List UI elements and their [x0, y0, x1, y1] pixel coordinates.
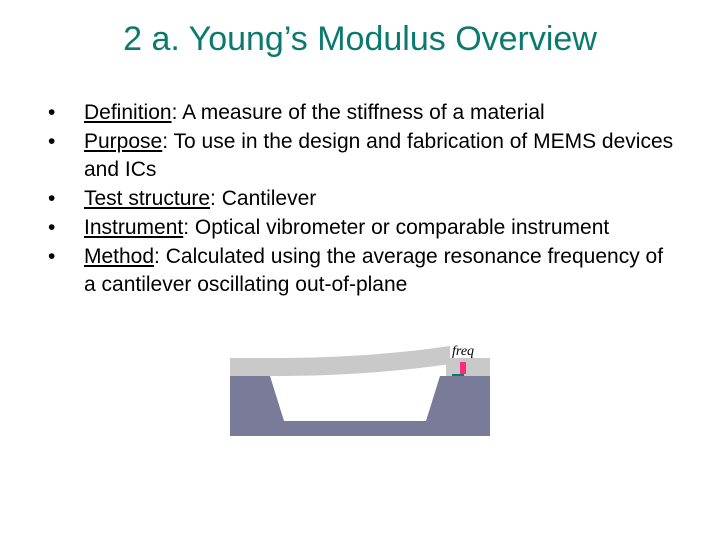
bullet-item: •Purpose: To use in the design and fabri…	[48, 128, 680, 183]
bullet-dot-icon: •	[48, 99, 84, 126]
bullet-sep: :	[154, 245, 166, 268]
cantilever-diagram: freq	[230, 326, 490, 436]
bullet-list: •Definition: A measure of the stiffness …	[40, 99, 680, 298]
bullet-item: •Definition: A measure of the stiffness …	[48, 99, 680, 126]
bullet-dot-icon: •	[48, 214, 84, 241]
bullet-body: Purpose: To use in the design and fabric…	[84, 128, 680, 183]
bullet-dot-icon: •	[48, 185, 84, 212]
bullet-label: Instrument	[84, 216, 183, 239]
bullet-label: Purpose	[84, 130, 162, 153]
bullet-rest: Calculated using the average resonance f…	[84, 245, 663, 295]
bullet-item: •Instrument: Optical vibrometer or compa…	[48, 214, 680, 241]
slide: 2 a. Young’s Modulus Overview •Definitio…	[0, 0, 720, 540]
bullet-rest: Cantilever	[222, 187, 317, 210]
bullet-sep: :	[210, 187, 222, 210]
bullet-body: Instrument: Optical vibrometer or compar…	[84, 214, 680, 241]
freq-baseline-icon	[452, 374, 464, 376]
bullet-label: Definition	[84, 101, 172, 124]
bullet-label: Method	[84, 245, 154, 268]
bullet-sep: :	[172, 101, 183, 124]
bullet-dot-icon: •	[48, 128, 84, 155]
bullet-sep: :	[162, 130, 173, 153]
freq-marker-icon	[460, 362, 466, 374]
bullet-sep: :	[183, 216, 195, 239]
bullet-rest: Optical vibrometer or comparable instrum…	[195, 216, 609, 239]
bullet-item: •Test structure: Cantilever	[48, 185, 680, 212]
bullet-dot-icon: •	[48, 243, 84, 270]
bullet-body: Definition: A measure of the stiffness o…	[84, 99, 680, 126]
bullet-body: Method: Calculated using the average res…	[84, 243, 680, 298]
bullet-body: Test structure: Cantilever	[84, 185, 680, 212]
page-title: 2 a. Young’s Modulus Overview	[40, 20, 680, 59]
diagram-wrap: freq	[40, 326, 680, 436]
freq-label: freq	[452, 344, 474, 360]
bullet-rest: A measure of the stiffness of a material	[182, 101, 545, 124]
bullet-item: •Method: Calculated using the average re…	[48, 243, 680, 298]
diagram-svg	[230, 326, 490, 436]
bullet-label: Test structure	[84, 187, 210, 210]
